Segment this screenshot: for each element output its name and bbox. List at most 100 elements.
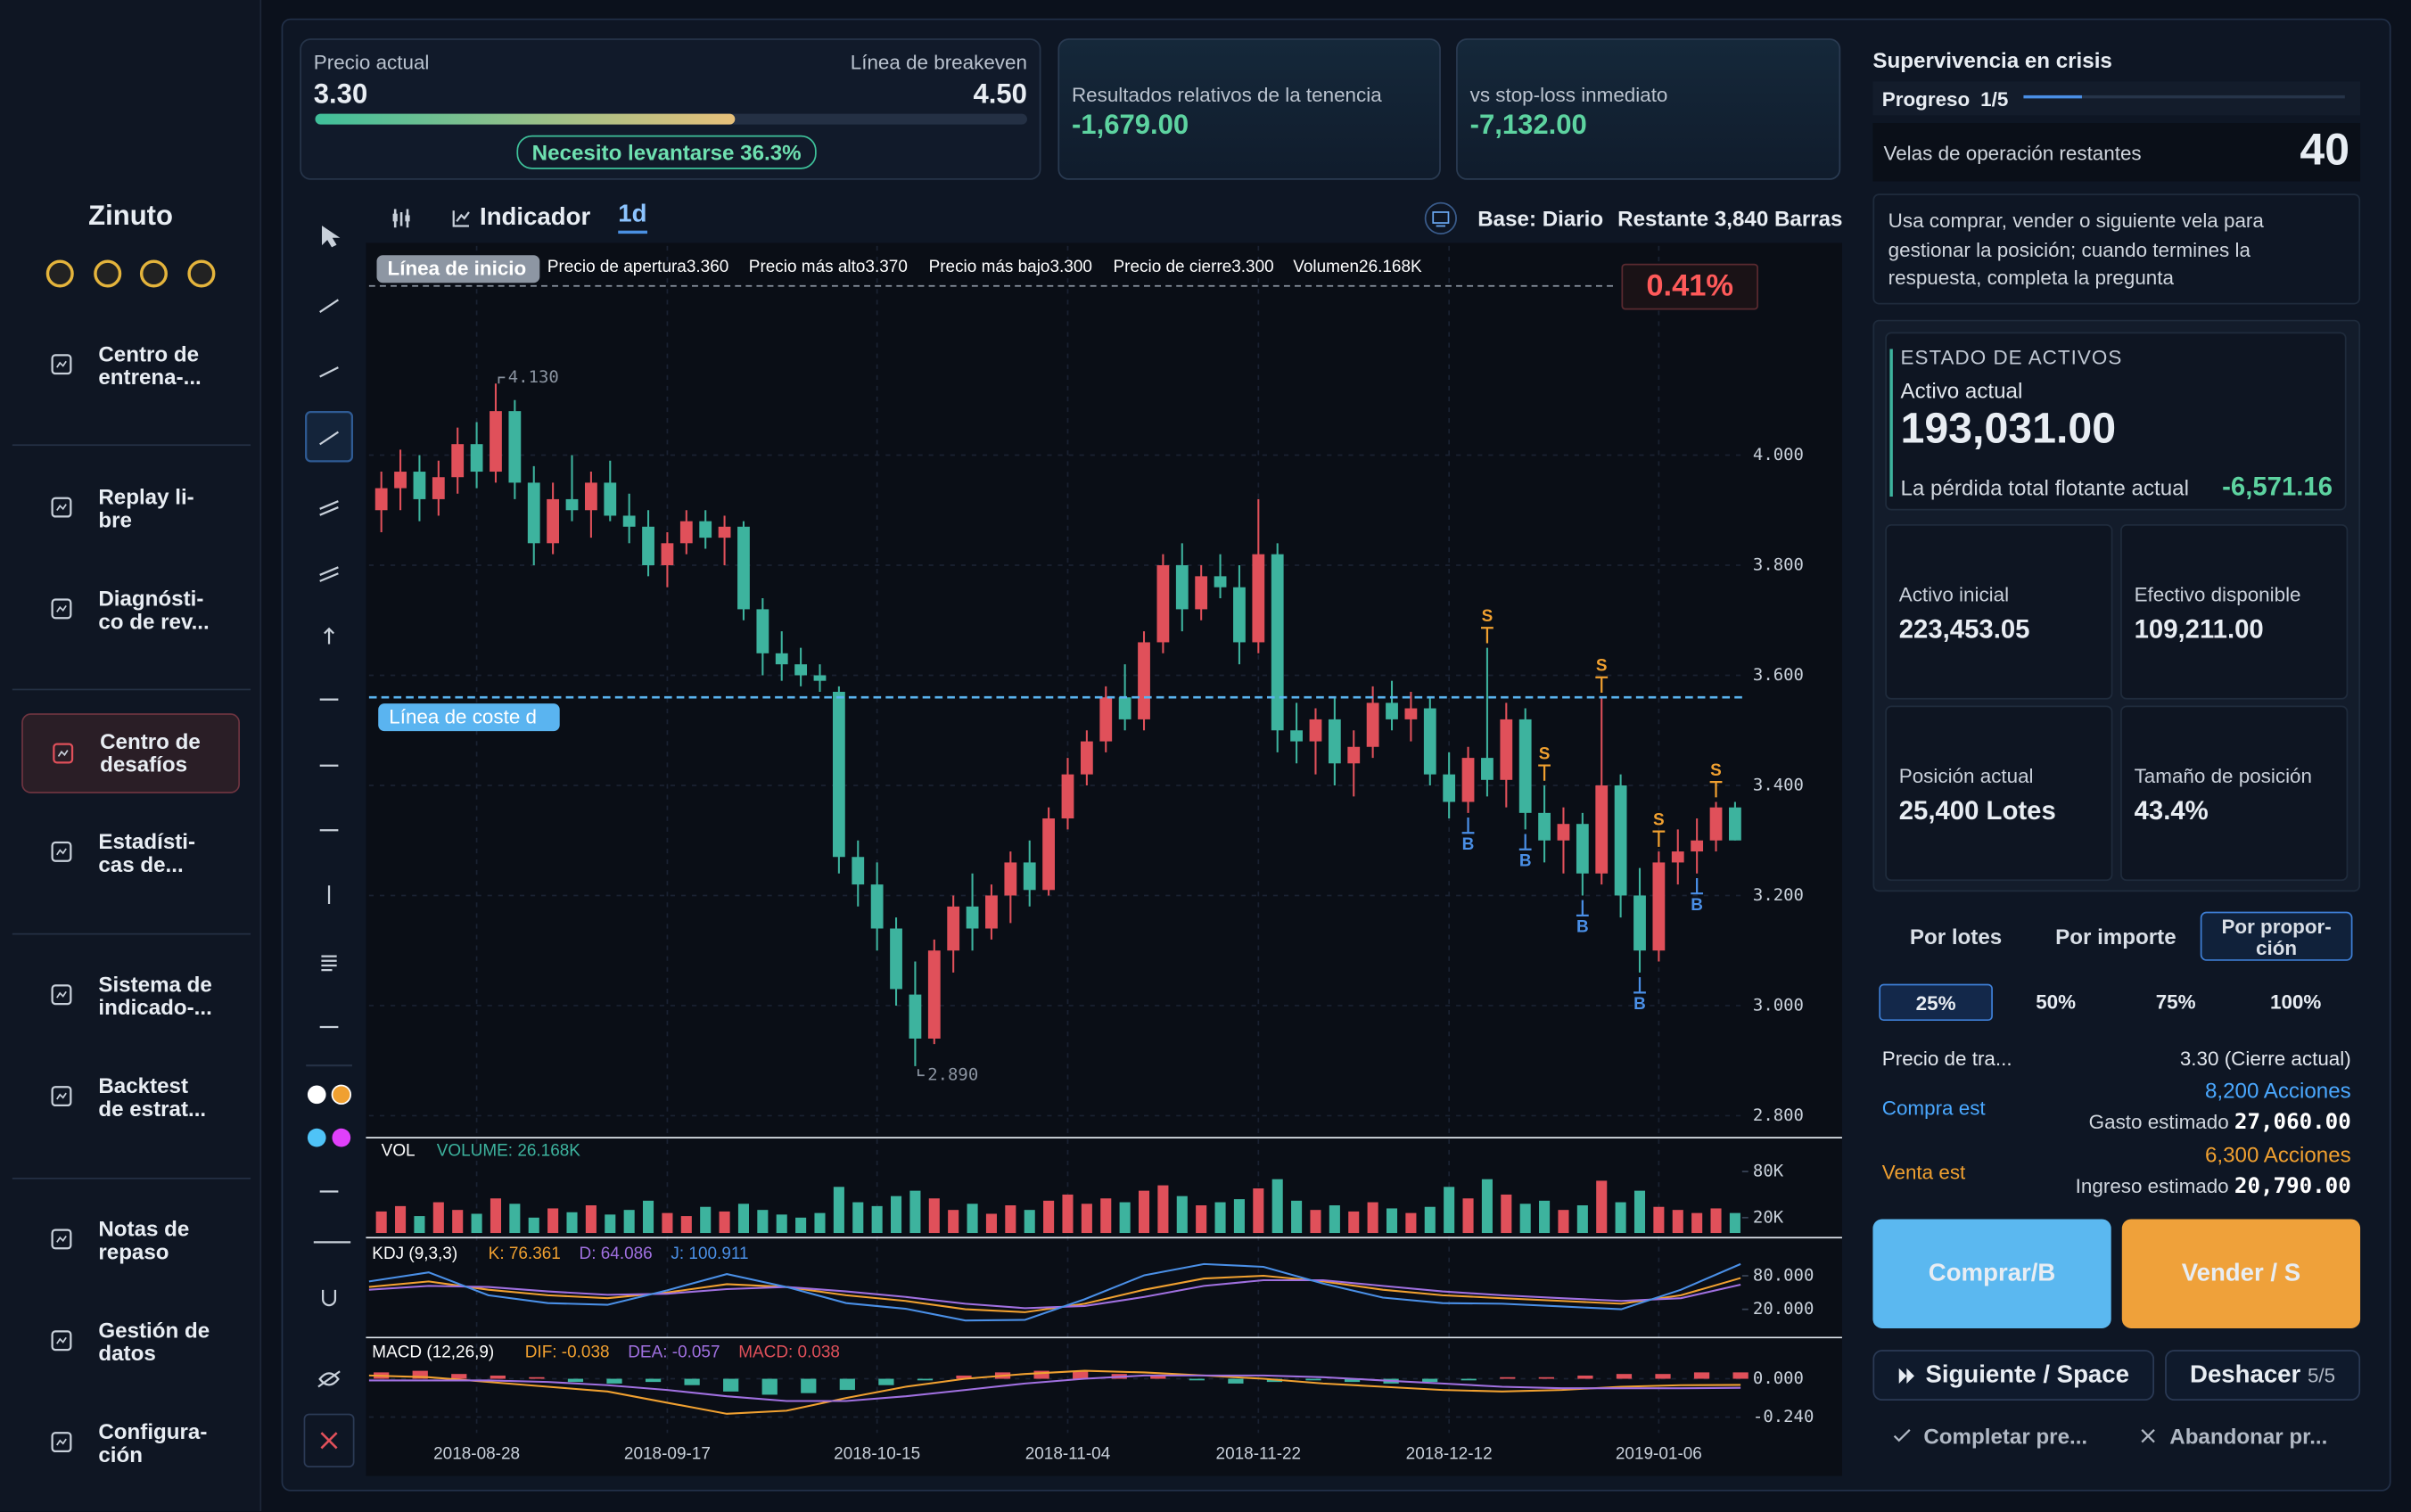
nav-item[interactable]: Gestión de datos [21, 1302, 240, 1383]
separator [12, 444, 251, 447]
progress-label: Progreso [1881, 87, 1971, 111]
nav-label: Replay li- bre [98, 484, 194, 532]
stop-card: vs stop-loss inmediato -7,132.00 [1456, 38, 1841, 180]
assets-card: ESTADO DE ACTIVOS Activo actual 193,031.… [1885, 332, 2347, 511]
label: Precio actual [313, 50, 430, 74]
tool-ray[interactable] [319, 366, 339, 378]
undo-label: Deshacer [2190, 1361, 2301, 1388]
sell-button[interactable]: Vender / S [2121, 1219, 2361, 1328]
color-dot[interactable] [331, 1084, 352, 1105]
label: La pérdida total flotante actual [1900, 474, 2189, 500]
need-pill: Necesito levantarse 36.3% [516, 135, 817, 169]
ratio-button[interactable]: 50% [2036, 990, 2077, 1014]
value: 40 [2300, 126, 2350, 176]
next-icon [1899, 1367, 1915, 1384]
nav-item[interactable]: Estadísti- cas de... [21, 813, 240, 893]
check-icon [1893, 1428, 1911, 1442]
buy-button[interactable]: Comprar/B [1872, 1219, 2111, 1328]
nav-item[interactable]: Diagnósti- co de rev... [21, 571, 240, 651]
label: Resultados relativos de la tenencia [1071, 83, 1382, 106]
label: Tamaño de posición [2134, 764, 2313, 787]
progress-row: Progreso 1/5 [1872, 81, 2361, 116]
label: Posición actual [1898, 764, 2034, 787]
nav-item[interactable]: Configura- ción [21, 1403, 240, 1483]
tool-trend[interactable] [319, 431, 340, 446]
label: Precio de tra... [1881, 1047, 2012, 1071]
nav-icon [51, 598, 72, 620]
panel-title: Supervivencia en crisis [1872, 47, 2112, 73]
sidebar: Zinuto Centro de entrena-... Replay li- b… [0, 0, 262, 1512]
tool-hide[interactable] [317, 1370, 341, 1388]
tool-channel[interactable] [319, 500, 339, 516]
nav-item[interactable]: Replay li- bre [21, 469, 240, 549]
nav-label: Gestión de datos [98, 1317, 210, 1366]
value: -7,132.00 [1469, 109, 1587, 140]
tool-text[interactable] [321, 955, 337, 972]
nav-item[interactable]: Centro de desafíos [21, 713, 241, 793]
ratio-button-active[interactable]: 25% [1879, 983, 1993, 1022]
nav-label: Configura- ción [98, 1418, 208, 1467]
progress-fill [2023, 94, 2082, 99]
nav-item[interactable]: Backtest de estrat... [21, 1057, 240, 1138]
nav-icon [51, 354, 72, 375]
base-label: Base: Diario [1477, 206, 1604, 231]
separator [12, 933, 251, 935]
sell-label: Venta est [1881, 1160, 1966, 1184]
nav-icon [51, 1330, 72, 1352]
sell-shares: 6,300 Acciones [2204, 1142, 2351, 1167]
nav-label: Sistema de indicado-... [98, 971, 212, 1020]
color-dot[interactable] [307, 1128, 326, 1147]
description: Usa comprar, vender o siguiente vela par… [1888, 209, 2264, 290]
mode-tab-active[interactable]: Por propor- ción [2200, 911, 2353, 961]
label: Activo inicial [1898, 582, 2010, 606]
floating-value: -6,571.16 [2222, 472, 2333, 502]
next-button[interactable]: Siguiente / Space [1872, 1350, 2155, 1401]
price-card: Precio actual 3.30 Línea de breakeven 4.… [300, 38, 1041, 180]
complete-button[interactable]: Completar pre... [1923, 1423, 2088, 1449]
nav-item[interactable]: Centro de entrena-... [21, 326, 240, 407]
color-dot[interactable] [332, 1128, 351, 1147]
nav-icon [51, 1086, 72, 1107]
candle-icon [392, 209, 410, 228]
value: -1,679.00 [1071, 109, 1189, 140]
ratio-button[interactable]: 75% [2155, 990, 2196, 1014]
color-dot[interactable] [307, 1085, 326, 1105]
label: Efectivo disponible [2134, 582, 2301, 606]
value: 4.50 [973, 78, 1027, 110]
tool-line[interactable] [319, 299, 340, 314]
stat-card: Posición actual 25,400 Lotes [1885, 705, 2113, 882]
nav-icon [51, 1228, 72, 1250]
label: Gasto estimado [2088, 1110, 2229, 1133]
nav-label: Notas de repaso [98, 1216, 190, 1264]
label: Ingreso estimado [2075, 1174, 2229, 1198]
stat-card: Tamaño de posición 43.4% [2120, 705, 2349, 882]
value: 3.30 [313, 78, 368, 110]
abandon-button[interactable]: Abandonar pr... [2169, 1423, 2328, 1449]
cross-icon [2141, 1428, 2155, 1443]
coin-icon [187, 259, 216, 288]
tool-magnet[interactable] [322, 1289, 337, 1307]
mode-tab[interactable]: Por importe [2055, 924, 2176, 949]
buy-shares: 8,200 Acciones [2204, 1077, 2351, 1103]
ratio-button[interactable]: 100% [2269, 990, 2322, 1014]
remaining-label: Restante 3,840 Barras [1617, 206, 1843, 231]
nav-item[interactable]: Notas de repaso [21, 1201, 240, 1281]
mode-tab[interactable]: Por lotes [1909, 924, 2003, 949]
stat-card: Activo inicial 223,453.05 [1885, 524, 2113, 700]
nav-label: Centro de desafíos [100, 728, 201, 777]
value: 43.4% [2134, 796, 2209, 826]
value: 20,790.00 [2234, 1174, 2351, 1200]
nav-label: Centro de entrena-... [98, 341, 202, 390]
tool-parallel[interactable] [319, 566, 339, 582]
screen-icon[interactable] [1424, 201, 1458, 235]
nav-item[interactable]: Sistema de indicado-... [21, 957, 240, 1037]
period-button[interactable]: 1d [618, 201, 647, 234]
progress-value: 1/5 [1980, 87, 2009, 111]
indicator-button[interactable]: Indicador [480, 204, 591, 231]
tool-cursor[interactable] [322, 226, 341, 248]
undo-button[interactable]: Deshacer 5/5 [2165, 1350, 2361, 1401]
nav-icon [51, 841, 72, 862]
tool-arrow[interactable] [324, 627, 335, 645]
tool-active[interactable] [305, 411, 354, 463]
